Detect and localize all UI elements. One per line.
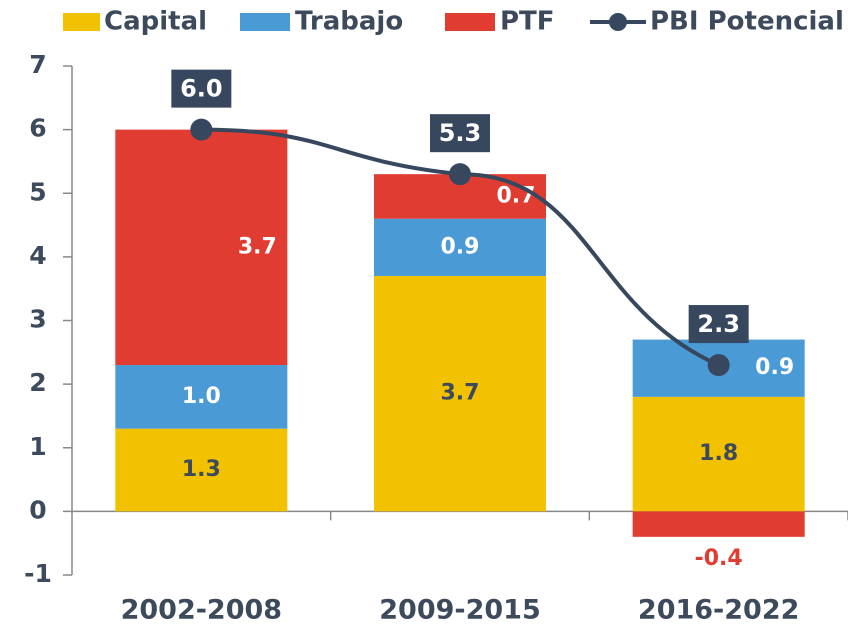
label-box xyxy=(430,114,490,153)
line-point xyxy=(190,118,213,141)
data-label: 6.0 xyxy=(180,75,223,103)
y-tick-label: 7 xyxy=(29,50,46,79)
line-point xyxy=(449,163,471,186)
bar-segment xyxy=(373,218,547,276)
legend-label: Trabajo xyxy=(295,7,403,37)
bar-segment xyxy=(115,428,288,512)
data-label: 2.3 xyxy=(697,310,740,338)
legend-label: PTF xyxy=(500,7,555,37)
data-label: 1.8 xyxy=(699,441,738,466)
bar-segment xyxy=(373,275,547,512)
y-tick-label: 2 xyxy=(29,368,46,397)
data-label: -0.4 xyxy=(695,546,743,571)
data-label: 3.7 xyxy=(441,381,480,406)
legend-marker xyxy=(609,13,627,31)
x-tick-label: 2009-2015 xyxy=(379,595,541,626)
data-label: 1.0 xyxy=(182,384,221,409)
legend-label: PBI Potencial xyxy=(650,7,844,37)
legend-swatch xyxy=(240,13,290,31)
bar-segment xyxy=(115,365,288,429)
bar-segment xyxy=(115,129,288,366)
x-tick-label: 2002-2008 xyxy=(121,595,283,626)
data-label: 3.7 xyxy=(238,234,277,259)
y-tick-label: 6 xyxy=(29,114,46,143)
data-label: 0.9 xyxy=(755,355,794,380)
label-box xyxy=(171,69,232,108)
legend-swatch xyxy=(63,13,100,31)
y-tick-label: 1 xyxy=(29,432,46,461)
legend-label: Capital xyxy=(104,7,207,37)
y-tick-label: 5 xyxy=(29,177,46,206)
data-label: 0.9 xyxy=(441,234,480,259)
data-label: 5.3 xyxy=(439,119,482,147)
label-box xyxy=(688,305,749,344)
y-tick-label: 4 xyxy=(29,241,46,270)
x-tick-label: 2016-2022 xyxy=(638,595,800,626)
bar-segment xyxy=(632,396,805,512)
bar-segment xyxy=(632,511,805,537)
y-tick-label: 3 xyxy=(29,305,46,334)
data-label: 0.7 xyxy=(497,183,536,208)
y-tick-label: 0 xyxy=(29,495,46,524)
y-tick-label: -1 xyxy=(24,559,52,588)
data-label: 1.3 xyxy=(182,457,221,482)
legend-swatch xyxy=(445,13,495,31)
line-point xyxy=(707,354,730,377)
